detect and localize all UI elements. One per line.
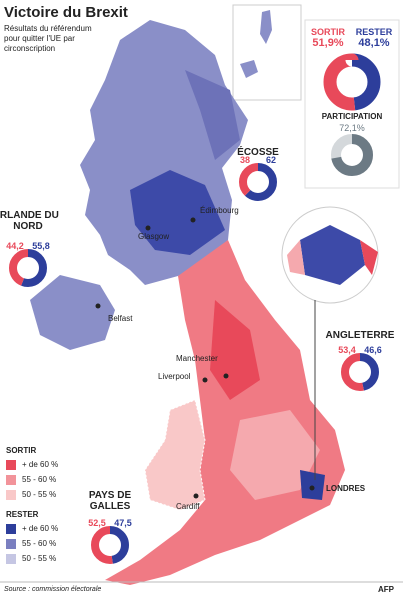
donut-segment [239, 163, 277, 201]
legend-swatch [6, 460, 16, 470]
donut-segment [331, 134, 373, 176]
credit: AFP [378, 585, 394, 594]
city-label: Manchester [176, 354, 218, 363]
region-name: IRLANDE DU NORD [0, 210, 59, 232]
northern-ireland [30, 275, 115, 350]
participation-label: PARTICIPATION [321, 112, 383, 121]
city-dot [193, 493, 199, 499]
sortir-value: 38 [239, 155, 251, 165]
city-label: Belfast [108, 314, 133, 323]
north-east [185, 70, 240, 160]
subtitle: Résultats du référendum pour quitter l'U… [4, 24, 92, 53]
region-name: PAYS DE GALLES [88, 490, 132, 512]
legend-title: SORTIR [6, 446, 37, 455]
legend-swatch [6, 524, 16, 534]
legend-swatch [6, 539, 16, 549]
legend-item: + de 60 % [22, 460, 59, 469]
rester-value: 48,1% [358, 37, 390, 49]
legend-item: 55 - 60 % [22, 539, 57, 548]
rester-value: 47,5 [114, 518, 132, 528]
london [300, 470, 325, 500]
donut-segment [91, 526, 129, 564]
legend-item: 50 - 55 % [22, 490, 57, 499]
city-label: Liverpool [158, 372, 191, 381]
donut-segment [341, 353, 379, 391]
england [105, 240, 345, 585]
north-england [210, 300, 260, 400]
city-label: LONDRES [326, 484, 366, 493]
rester-value: 62 [265, 155, 277, 165]
donut-segment [323, 53, 381, 111]
legend-item: + de 60 % [22, 524, 59, 533]
rester-value: 46,6 [364, 345, 382, 355]
london-west [287, 240, 305, 275]
legend-title: RESTER [6, 510, 39, 519]
legend-swatch [6, 554, 16, 564]
city-dot [95, 303, 101, 309]
london-east [360, 240, 378, 275]
legend-swatch [6, 490, 16, 500]
city-dot [223, 373, 229, 379]
source: Source : commission électorale [4, 586, 102, 593]
sortir-value: 53,4 [338, 345, 356, 355]
london-inner [300, 225, 365, 285]
legend-item: 50 - 55 % [22, 554, 57, 563]
city-dot [309, 485, 315, 491]
central-belt [130, 170, 225, 255]
title: Victoire du Brexit [4, 4, 128, 21]
south-england [230, 410, 320, 500]
shetland [260, 10, 272, 44]
city-label: Cardiff [176, 502, 200, 511]
city-label: Glasgow [138, 232, 170, 241]
city-label: Édimbourg [200, 206, 239, 215]
participation-value: 72,1% [339, 123, 365, 133]
orkney [240, 60, 258, 78]
region-name: ANGLETERRE [325, 330, 395, 341]
region-name: ÉCOSSE [237, 147, 279, 158]
inset-frame [232, 4, 302, 101]
wales [144, 399, 206, 511]
rester-value: 55,8 [32, 241, 50, 251]
donut-segment [9, 249, 47, 287]
city-dot [190, 217, 196, 223]
city-dot [145, 225, 151, 231]
sortir-value: 52,5 [88, 518, 106, 528]
city-dot [202, 377, 208, 383]
legend-swatch [6, 475, 16, 485]
sortir-label: SORTIR [310, 27, 346, 37]
sortir-value: 51,9% [312, 37, 344, 49]
sortir-value: 44,2 [6, 241, 24, 251]
legend-item: 55 - 60 % [22, 475, 57, 484]
rester-label: RESTER [355, 27, 393, 37]
